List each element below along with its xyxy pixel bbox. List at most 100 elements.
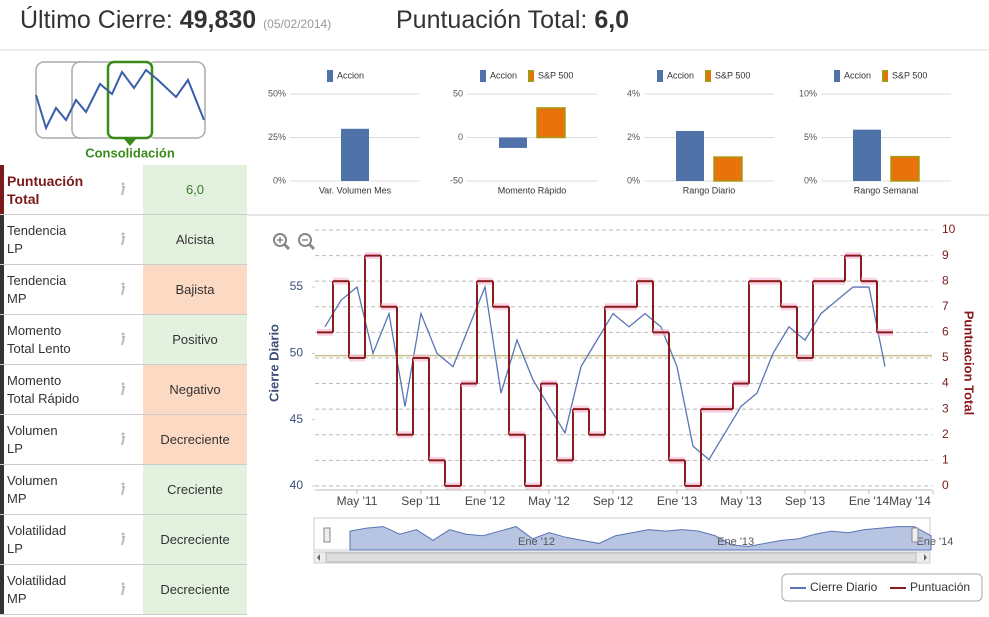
legend-label: Accion <box>337 70 364 80</box>
scroll-left[interactable] <box>317 554 320 561</box>
indicator-value: Decreciente <box>143 515 247 564</box>
info-icon[interactable] <box>117 432 127 446</box>
indicator-row: Volumen LP Decreciente <box>0 415 247 465</box>
info-icon[interactable] <box>117 582 127 596</box>
indicator-label: Tendencia MP <box>0 265 105 314</box>
legend-label: Accion <box>490 70 517 80</box>
navigator-handle[interactable] <box>323 527 331 543</box>
navigator-area <box>349 526 932 551</box>
y2-tick-label: 10 <box>942 222 956 236</box>
indicator-row: Momento Total Rápido Negativo <box>0 365 247 415</box>
legend-item[interactable]: Cierre Diario <box>790 580 878 594</box>
y-tick-label: 50 <box>290 346 304 360</box>
x-tick-label: May '12 <box>528 494 570 508</box>
info-icon[interactable] <box>117 332 127 346</box>
indicator-label: Volumen LP <box>0 415 105 464</box>
thumb-label: Consolidación <box>85 145 175 160</box>
indicator-row: Volatilidad MP Decreciente <box>0 565 247 615</box>
info-icon[interactable] <box>117 282 127 296</box>
y-tick-label: 55 <box>290 279 304 293</box>
navigator-label: Ene '12 <box>518 536 555 548</box>
legend-swatch <box>480 70 486 82</box>
zoom-out[interactable] <box>298 233 316 251</box>
indicator-label: Volumen MP <box>0 465 105 514</box>
y-tick-label: 5% <box>804 132 817 142</box>
total-score-label: Puntuación Total: <box>396 6 588 34</box>
legend-swatch <box>834 70 840 82</box>
scrollbar-thumb[interactable] <box>325 552 917 563</box>
thumb-sparkline <box>35 68 205 131</box>
indicator-row: Momento Total Lento Positivo <box>0 315 247 365</box>
y-tick-label: 0% <box>273 175 286 185</box>
y2-tick-label: 6 <box>942 325 949 339</box>
indicator-label: Momento Total Rápido <box>0 365 105 414</box>
y2-tick-label: 3 <box>942 401 949 415</box>
y-tick-label: 0% <box>627 175 640 185</box>
scrollbar[interactable] <box>313 551 931 564</box>
navigator-label: Ene '13 <box>717 536 754 548</box>
info-icon[interactable] <box>117 382 127 396</box>
legend-swatch-inner <box>707 72 711 80</box>
info-icon[interactable] <box>117 482 127 496</box>
y-tick-label: -50 <box>450 175 463 185</box>
y2-axis-title: Puntuacion Total <box>962 311 977 415</box>
indicator-value: Alcista <box>143 215 247 264</box>
y-tick-label: 2% <box>627 132 640 142</box>
bar <box>676 130 704 181</box>
x-tick-label: May '13 <box>720 494 762 508</box>
y-tick-label: 10% <box>799 88 817 98</box>
navigator-handle[interactable] <box>911 527 919 543</box>
indicator-value: Positivo <box>143 315 247 364</box>
x-tick-label: Sep '11 <box>401 494 441 508</box>
indicator-row: Tendencia LP Alcista <box>0 215 247 265</box>
legend-label: S&P 500 <box>538 70 573 80</box>
last-close-label: Último Cierre: <box>20 6 173 34</box>
indicator-value: Decreciente <box>143 565 247 614</box>
y2-tick-label: 2 <box>942 427 949 441</box>
y2-tick-label: 4 <box>942 376 949 390</box>
info-icon[interactable] <box>117 182 127 196</box>
y2-tick-label: 8 <box>942 273 949 287</box>
legend-label: S&P 500 <box>892 70 927 80</box>
indicator-row: Volatilidad LP Decreciente <box>0 515 247 565</box>
y-axis-title: Cierre Diario <box>266 324 281 402</box>
zoom-controls <box>273 233 316 251</box>
y2-tick-label: 9 <box>942 248 949 262</box>
indicator-label: Momento Total Lento <box>0 315 105 364</box>
indicator-value: Negativo <box>143 365 247 414</box>
x-tick-label: May '11 <box>337 494 378 508</box>
x-tick-label: Rango Diario <box>683 185 736 195</box>
bar <box>890 155 920 182</box>
zoom-in[interactable] <box>273 233 291 251</box>
x-tick-label: Momento Rápido <box>498 185 567 195</box>
legend-item[interactable]: Puntuación <box>890 580 970 594</box>
y-tick-label: 0 <box>458 132 463 142</box>
x-tick-label: Var. Volumen Mes <box>319 185 392 195</box>
total-score: Puntuación Total: 6,0 <box>396 6 629 35</box>
legend-label: Cierre Diario <box>810 580 878 594</box>
y-tick-label: 0% <box>804 175 817 185</box>
legend-label: S&P 500 <box>715 70 750 80</box>
indicator-row: Puntuación Total 6,0 <box>0 165 247 215</box>
x-tick-label: Ene '14 <box>849 494 890 508</box>
legend-label: Accion <box>667 70 694 80</box>
indicator-label: Volatilidad LP <box>0 515 105 564</box>
x-tick-label: Sep '13 <box>785 494 826 508</box>
legend-swatch <box>327 70 333 82</box>
legend-label: Accion <box>844 70 871 80</box>
thumbnail: Consolidación <box>35 60 206 160</box>
navigator-label: Ene '14 <box>916 536 953 548</box>
indicator-value: Decreciente <box>143 415 247 464</box>
indicator-row: Tendencia MP Bajista <box>0 265 247 315</box>
y2-tick-label: 7 <box>942 299 949 313</box>
total-score-value: 6,0 <box>594 6 630 34</box>
info-icon[interactable] <box>117 232 127 246</box>
bar <box>499 137 527 148</box>
legend-swatch-inner <box>884 72 888 80</box>
scroll-right[interactable] <box>924 554 927 561</box>
x-tick-label: Sep '12 <box>593 494 634 508</box>
y-tick-label: 40 <box>290 478 304 492</box>
info-icon[interactable] <box>117 532 127 546</box>
x-tick-label: Rango Semanal <box>854 185 919 195</box>
